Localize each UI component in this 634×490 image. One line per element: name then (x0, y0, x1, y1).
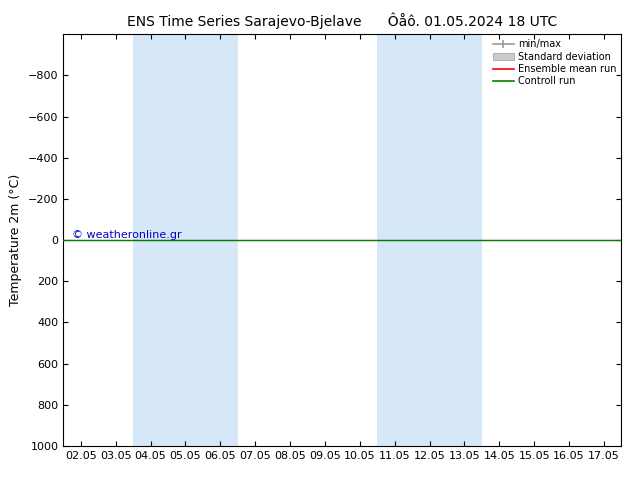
Text: © weatheronline.gr: © weatheronline.gr (72, 230, 181, 240)
Title: ENS Time Series Sarajevo-Bjelave      Ôåô. 01.05.2024 18 UTC: ENS Time Series Sarajevo-Bjelave Ôåô. 01… (127, 12, 557, 29)
Bar (377, 34, 482, 446)
Legend: min/max, Standard deviation, Ensemble mean run, Controll run: min/max, Standard deviation, Ensemble me… (491, 37, 618, 88)
Y-axis label: Temperature 2m (°C): Temperature 2m (°C) (10, 174, 22, 306)
Bar (133, 34, 238, 446)
